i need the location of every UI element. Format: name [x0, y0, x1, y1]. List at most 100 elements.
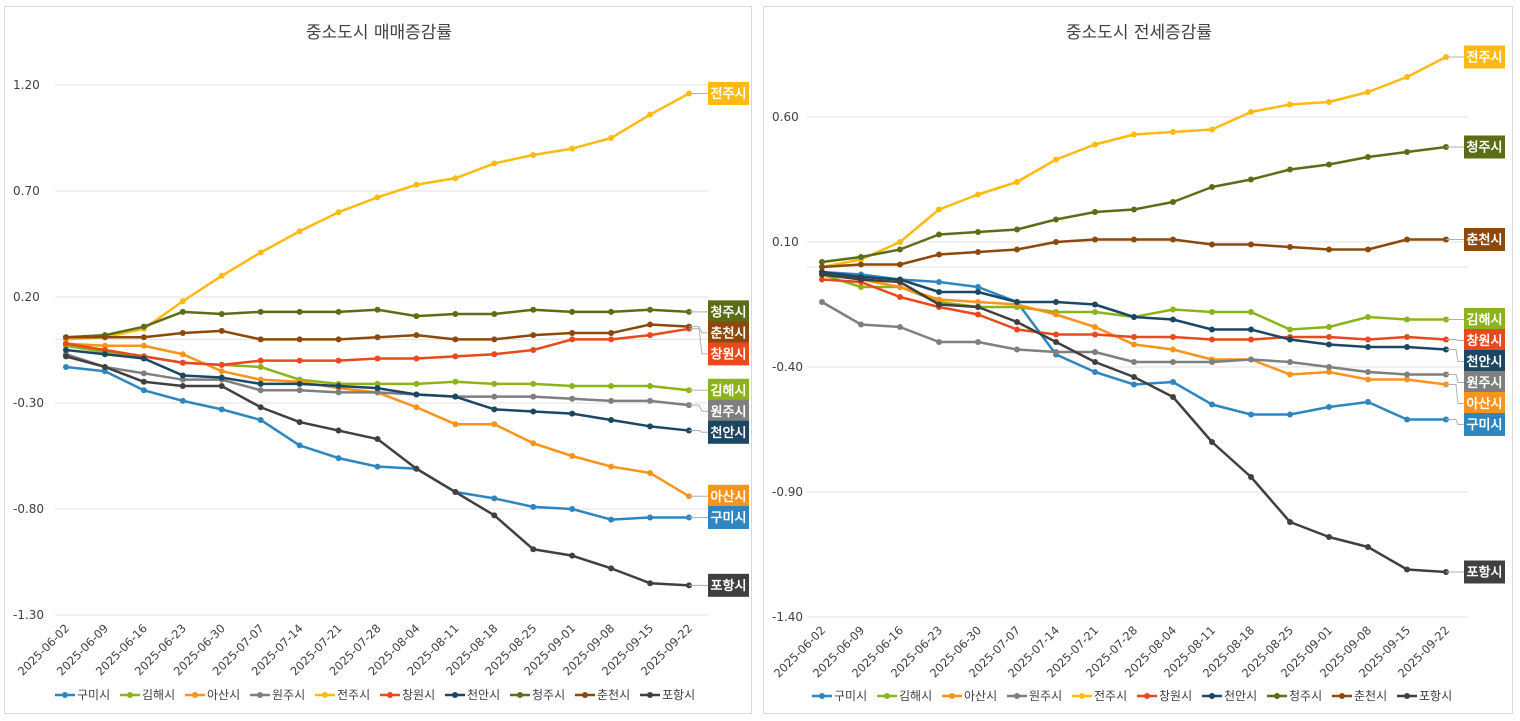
label-connector — [689, 404, 708, 412]
data-point — [335, 308, 342, 315]
data-point — [413, 355, 420, 362]
legend-item[interactable]: 김해시 — [877, 689, 932, 703]
data-point — [1248, 241, 1254, 248]
series-end-label: 창원시 — [1467, 333, 1503, 349]
legend-marker-icon — [819, 693, 825, 699]
legend-marker-icon — [1339, 693, 1345, 699]
data-point — [101, 368, 108, 375]
data-point — [858, 254, 864, 260]
legend-item[interactable]: 구미시 — [55, 688, 110, 702]
legend-item[interactable]: 김해시 — [120, 688, 175, 702]
data-point — [1365, 344, 1371, 350]
data-point — [491, 351, 498, 358]
data-point — [1170, 129, 1176, 135]
data-point — [647, 514, 654, 521]
data-point — [257, 387, 264, 394]
data-point — [1326, 534, 1332, 540]
legend-item[interactable]: 원주시 — [250, 688, 305, 702]
data-point — [374, 436, 381, 443]
data-point — [1014, 179, 1020, 185]
legend-item[interactable]: 전주시 — [1072, 689, 1127, 703]
data-point — [1092, 209, 1098, 215]
data-point — [608, 397, 615, 404]
legend-item[interactable]: 청주시 — [510, 688, 565, 702]
legend-item[interactable]: 춘천시 — [575, 687, 630, 702]
y-tick-label: 1.20 — [13, 78, 40, 92]
legend-item[interactable]: 포항시 — [1397, 689, 1452, 703]
legend-label: 천안시 — [467, 687, 500, 702]
data-point — [1365, 246, 1371, 253]
legend-item[interactable]: 포항시 — [640, 688, 695, 702]
data-point — [1014, 319, 1020, 325]
data-point — [608, 416, 615, 423]
data-point — [413, 313, 420, 320]
data-point — [1014, 346, 1020, 353]
legend-item[interactable]: 청주시 — [1267, 689, 1322, 703]
data-point — [897, 239, 903, 245]
data-point — [608, 135, 615, 141]
data-point — [452, 489, 459, 496]
data-point — [936, 279, 942, 285]
legend-label: 천안시 — [1224, 688, 1257, 703]
data-point — [179, 298, 186, 305]
series-end-label-box — [1464, 329, 1505, 352]
legend-item[interactable]: 전주시 — [315, 688, 370, 702]
data-point — [374, 389, 381, 396]
data-point — [1092, 309, 1098, 315]
data-point — [530, 347, 537, 353]
series-end-label: 천안시 — [711, 425, 747, 441]
data-point — [179, 308, 186, 315]
data-point — [413, 404, 420, 411]
data-point — [491, 310, 498, 317]
legend-item[interactable]: 창원시 — [380, 688, 435, 702]
data-point — [1248, 176, 1254, 183]
data-point — [1092, 236, 1098, 243]
series-line — [821, 55, 1447, 269]
data-point — [101, 334, 108, 341]
legend-item[interactable]: 아산시 — [185, 688, 240, 702]
data-point — [1287, 371, 1293, 378]
legend-item[interactable]: 창원시 — [1137, 689, 1192, 703]
data-point — [647, 397, 654, 404]
data-point — [335, 389, 342, 396]
series-line — [821, 270, 1447, 386]
series-end-label-box — [1464, 560, 1505, 584]
data-point — [296, 442, 303, 449]
data-point — [218, 310, 225, 317]
data-point — [897, 279, 903, 285]
legend-item[interactable]: 원주시 — [1007, 689, 1062, 703]
data-point — [491, 336, 498, 343]
legend-marker-icon — [949, 693, 955, 699]
data-point — [569, 330, 576, 337]
data-point — [1131, 341, 1137, 348]
legend-marker-icon — [1079, 693, 1085, 699]
data-point — [1365, 369, 1371, 375]
legend-item[interactable]: 아산시 — [942, 689, 997, 703]
y-tick-label: 0.20 — [13, 290, 40, 304]
data-point — [491, 495, 498, 502]
data-point — [1404, 149, 1410, 155]
data-point — [975, 311, 981, 318]
series-end-label: 창원시 — [711, 346, 747, 362]
data-point — [257, 308, 264, 315]
data-point — [1404, 74, 1410, 80]
data-point — [1287, 336, 1293, 343]
data-point — [257, 357, 264, 364]
data-point — [179, 383, 186, 390]
data-point — [413, 332, 420, 339]
data-point — [1053, 239, 1059, 245]
data-point — [1326, 246, 1332, 253]
data-point — [936, 231, 942, 238]
data-point — [975, 249, 981, 255]
data-point — [1170, 379, 1176, 385]
legend-marker-icon — [647, 692, 653, 698]
series-line — [821, 145, 1447, 264]
legend-item[interactable]: 춘천시 — [1332, 688, 1387, 703]
data-point — [1326, 341, 1332, 348]
legend-item[interactable]: 구미시 — [812, 689, 867, 703]
data-point — [1092, 349, 1098, 355]
data-point — [179, 359, 186, 366]
legend-item[interactable]: 천안시 — [445, 687, 500, 702]
label-connector — [1446, 384, 1464, 404]
legend-item[interactable]: 천안시 — [1202, 688, 1257, 703]
